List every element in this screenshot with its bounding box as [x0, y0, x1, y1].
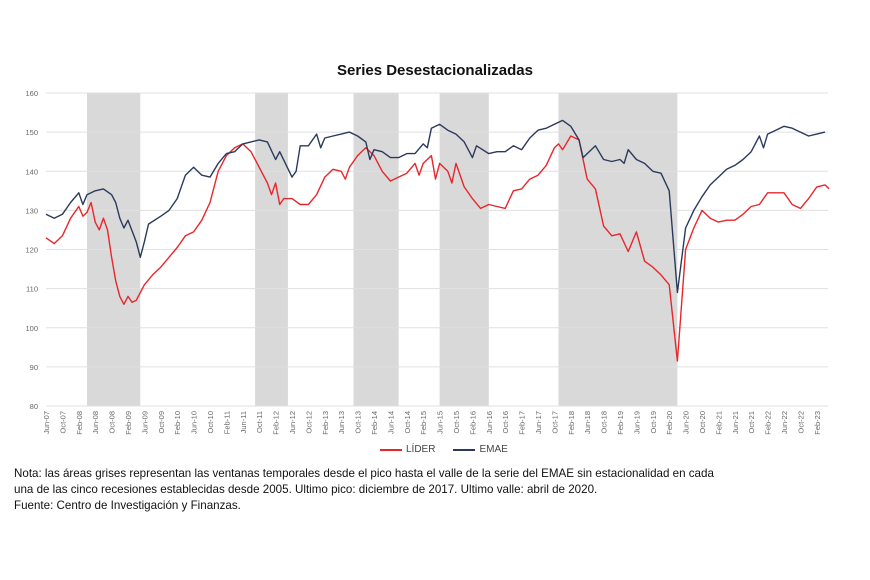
x-tick-label: Feb-11 [222, 411, 231, 434]
x-tick-label: Feb-15 [419, 411, 428, 435]
note-line: Nota: las áreas grises representan las v… [14, 467, 714, 480]
x-tick-label: Feb-22 [764, 411, 773, 435]
x-tick-label: Jun-17 [534, 411, 543, 434]
x-tick-label: Oct-17 [550, 411, 559, 434]
x-tick-label: Oct-10 [206, 411, 215, 434]
legend-item-lider: LÍDER [380, 444, 435, 455]
series-lines [45, 119, 830, 362]
x-tick-label: Oct-07 [58, 411, 67, 434]
series-line-lder [45, 135, 830, 362]
x-tick-label: Feb-10 [173, 411, 182, 435]
x-tick-label: Jun-22 [780, 411, 789, 434]
x-tick-label: Oct-21 [747, 411, 756, 434]
y-tick-label: 150 [25, 128, 38, 137]
x-tick-label: Oct-14 [403, 411, 412, 434]
legend-label: EMAE [479, 444, 508, 455]
x-axis-ticks: Jun-07 Oct-07 Feb-08 Jun-08 Oct-08 Feb-09 Jun-… [42, 411, 822, 435]
x-tick-label: Feb-19 [616, 411, 625, 435]
x-tick-label: Oct-20 [698, 411, 707, 434]
legend: LÍDER EMAE [380, 444, 508, 455]
y-tick-label: 100 [25, 324, 38, 333]
y-tick-label: 90 [30, 363, 38, 372]
y-tick-label: 160 [25, 89, 38, 98]
x-tick-label: Feb-16 [468, 411, 477, 435]
x-tick-label: Oct-08 [108, 411, 117, 434]
y-tick-label: 130 [25, 206, 38, 215]
legend-label: LÍDER [406, 444, 436, 455]
x-tick-label: Feb-09 [124, 411, 133, 435]
x-tick-label: Feb-12 [272, 411, 281, 435]
y-tick-label: 120 [25, 246, 38, 255]
footnote: Nota: las áreas grises representan las v… [14, 466, 864, 514]
x-tick-label: Jun-21 [731, 411, 740, 434]
gridlines [46, 92, 828, 407]
x-tick-label: Oct-18 [600, 411, 609, 434]
x-tick-label: Jun-15 [436, 411, 445, 434]
note-line: una de las cinco recesiones establecidas… [14, 483, 598, 496]
x-tick-label: Feb-08 [75, 411, 84, 435]
x-tick-label: Jun-12 [288, 411, 297, 434]
x-tick-label: Oct-16 [501, 411, 510, 434]
x-tick-label: Jun-16 [485, 411, 494, 434]
chart-title: Series Desestacionalizadas [337, 62, 533, 79]
x-tick-label: Feb-23 [813, 411, 822, 435]
x-tick-label: Oct-12 [304, 411, 313, 434]
y-axis-ticks: 80 90 100 110 120 130 140 150 160 [25, 89, 38, 411]
x-tick-label: Oct-09 [157, 411, 166, 434]
x-tick-label: Jun-19 [632, 411, 641, 434]
x-tick-label: Jun-18 [583, 411, 592, 434]
x-tick-label: Oct-13 [354, 411, 363, 434]
x-tick-label: Jun-09 [140, 411, 149, 434]
y-tick-label: 110 [26, 285, 38, 294]
x-tick-label: Jun-10 [190, 411, 199, 434]
legend-item-emae: EMAE [453, 444, 508, 455]
x-tick-label: Feb-20 [665, 411, 674, 435]
x-tick-label: Jun-13 [337, 411, 346, 434]
series-line-emae [45, 119, 826, 294]
x-tick-label: Feb-14 [370, 411, 379, 435]
legend-swatch-emae [453, 448, 476, 451]
x-tick-label: Oct-19 [649, 411, 658, 434]
note-line: Fuente: Centro de Investigación y Finanz… [14, 499, 241, 512]
x-tick-label: Jun-11 [239, 411, 248, 433]
y-tick-label: 80 [30, 402, 38, 411]
x-tick-label: Jun-14 [386, 411, 395, 434]
x-tick-label: Feb-13 [321, 411, 330, 435]
line-chart: 80 90 100 110 120 130 140 150 160 Jun-07 Oct-07 Fe… [25, 89, 830, 435]
y-tick-label: 140 [25, 167, 38, 176]
legend-swatch-lider [380, 448, 402, 451]
x-tick-label: Oct-22 [796, 411, 805, 434]
x-tick-label: Jun-20 [682, 411, 691, 434]
x-tick-label: Feb-21 [714, 411, 723, 435]
x-tick-label: Oct-15 [452, 411, 461, 434]
x-tick-label: Oct-11 [255, 411, 264, 433]
x-tick-label: Feb-17 [518, 411, 527, 435]
x-tick-label: Jun-08 [91, 411, 100, 434]
x-tick-label: Jun-07 [42, 411, 51, 434]
x-tick-label: Feb-18 [567, 411, 576, 435]
